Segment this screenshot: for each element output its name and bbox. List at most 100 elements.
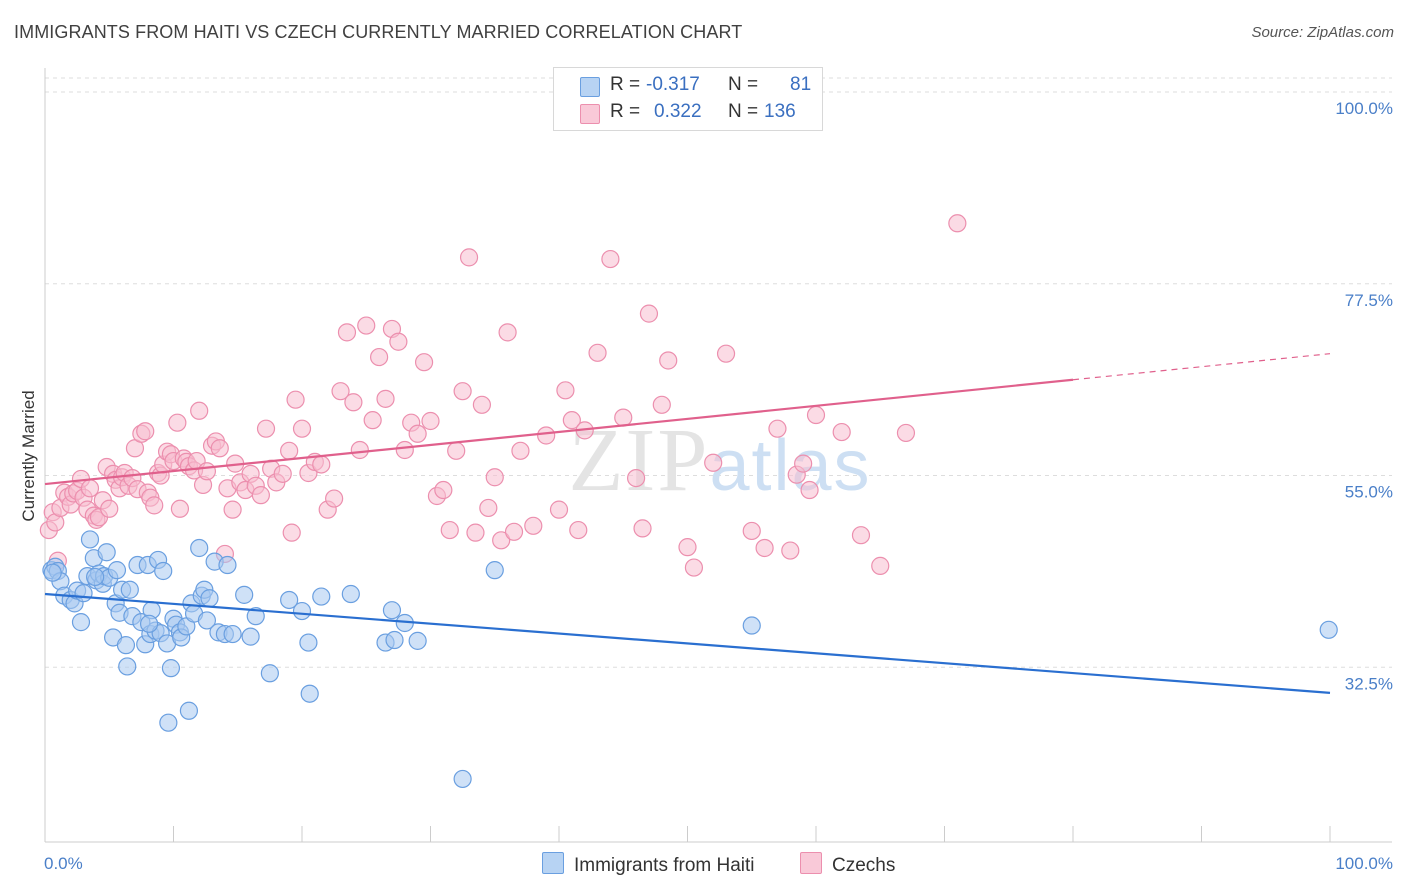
- czech-point: [434, 480, 453, 500]
- czech-point: [549, 500, 569, 519]
- czech-point: [806, 405, 826, 425]
- czech-point: [408, 424, 427, 443]
- czech-point: [344, 393, 363, 412]
- czech-point: [588, 343, 607, 362]
- czech-point: [794, 454, 813, 473]
- czech-point: [256, 419, 276, 438]
- haiti-point: [71, 613, 91, 632]
- czech-point: [742, 521, 761, 541]
- x-tick-label: 100.0%: [1335, 854, 1393, 873]
- haiti-point: [260, 664, 279, 683]
- czech-point: [633, 519, 652, 538]
- haiti-point: [341, 584, 360, 604]
- czech-point: [948, 214, 967, 233]
- haiti-point: [312, 587, 331, 606]
- czech-point: [210, 439, 229, 458]
- haiti-point: [299, 633, 318, 652]
- haiti-point: [190, 538, 209, 558]
- czech-point: [524, 516, 543, 535]
- czech-point: [498, 323, 517, 342]
- czech-point: [768, 419, 787, 438]
- haiti-point: [453, 769, 472, 789]
- haiti-point: [161, 659, 181, 678]
- czech-point: [447, 441, 466, 460]
- czech-point: [251, 486, 270, 505]
- haiti-point: [246, 607, 265, 626]
- haiti-point: [86, 567, 105, 587]
- czech-point: [466, 523, 485, 542]
- czech-point: [492, 531, 511, 550]
- czech-point: [80, 479, 100, 498]
- czech-point: [626, 469, 646, 488]
- czech-point: [197, 462, 217, 481]
- haiti-point: [80, 530, 100, 549]
- haiti-point: [197, 611, 217, 630]
- czech-point: [350, 440, 369, 460]
- czech-point: [639, 304, 659, 323]
- czech-point: [170, 499, 190, 518]
- czech-point: [440, 520, 459, 540]
- legend-n-label: N =: [728, 74, 759, 95]
- haiti-point: [408, 631, 427, 650]
- correlation-legend: R = -0.317 N = 81 R = 0.322 N = 136: [553, 67, 823, 131]
- czech-point: [421, 411, 440, 431]
- czech-point: [100, 499, 119, 518]
- haiti-point: [241, 627, 260, 646]
- y-tick-label: 77.5%: [1345, 291, 1393, 310]
- haiti-point: [382, 601, 402, 620]
- haiti-point: [742, 616, 761, 635]
- x-tick-label: 0.0%: [44, 854, 83, 873]
- legend-n-label: N =: [728, 101, 759, 122]
- bottom-legend-haiti: Immigrants from Haiti: [542, 852, 755, 877]
- legend-swatch-haiti: [580, 77, 600, 97]
- haiti-point: [1319, 620, 1338, 639]
- czech-point: [337, 323, 357, 342]
- haiti-point: [118, 657, 137, 676]
- czech-point: [286, 390, 305, 409]
- haiti-point: [116, 636, 136, 655]
- y-axis-label: Currently Married: [19, 390, 38, 521]
- chart-title: IMMIGRANTS FROM HAITI VS CZECH CURRENTLY…: [14, 22, 743, 42]
- legend-r-value: 0.322: [654, 101, 702, 122]
- czech-point: [851, 526, 871, 545]
- czech-point: [781, 541, 800, 560]
- trend-lines: [44, 353, 1331, 694]
- czech-point: [331, 382, 350, 401]
- bottom-legend-label-czechs: Czechs: [832, 855, 896, 876]
- haiti-point: [223, 624, 242, 644]
- legend-n-value: 81: [790, 74, 812, 95]
- czech-point: [684, 558, 704, 577]
- czech-point: [569, 520, 588, 540]
- czech-point: [370, 347, 389, 367]
- haiti-point: [385, 630, 404, 650]
- haiti-point: [43, 563, 62, 582]
- czech-point: [832, 422, 851, 442]
- czech-point: [459, 248, 479, 267]
- czech-point: [755, 538, 774, 558]
- haiti-point: [97, 543, 116, 562]
- czech-point: [280, 441, 299, 460]
- haiti-point: [107, 561, 127, 580]
- y-tick-labels: 32.5% 55.0% 77.5% 100.0%: [1335, 99, 1393, 693]
- czech-point: [292, 419, 312, 438]
- czech-point: [325, 489, 344, 508]
- haiti-point: [159, 713, 178, 732]
- grid-lines: [45, 77, 1392, 668]
- series-czechs: [39, 214, 967, 577]
- axes: [44, 68, 1392, 843]
- czech-point: [395, 440, 414, 460]
- czech-point: [453, 382, 472, 401]
- czech-point: [357, 316, 376, 335]
- czech-point: [504, 522, 524, 541]
- haiti-point: [200, 589, 219, 608]
- czech-point: [704, 453, 723, 472]
- bottom-legend-czechs: Czechs: [800, 852, 895, 877]
- czech-point: [562, 411, 581, 430]
- czech-point: [376, 389, 395, 408]
- haiti-point: [154, 561, 173, 581]
- haiti-point: [218, 555, 237, 575]
- czech-point: [472, 395, 491, 414]
- trend-line: [44, 378, 1074, 486]
- czech-point: [537, 426, 556, 445]
